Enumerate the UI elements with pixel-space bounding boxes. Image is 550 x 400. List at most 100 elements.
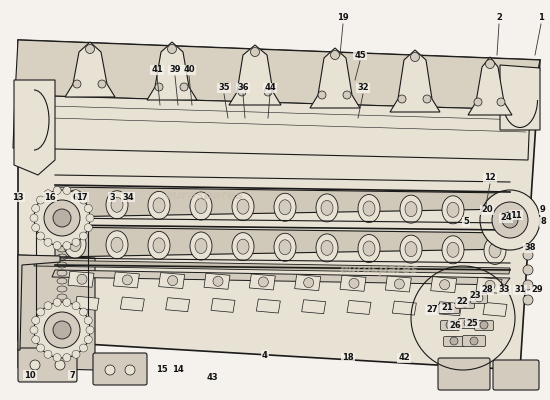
Polygon shape (52, 270, 510, 285)
Ellipse shape (484, 196, 506, 224)
Circle shape (77, 274, 87, 284)
Circle shape (304, 278, 313, 288)
Circle shape (44, 350, 52, 358)
Polygon shape (438, 302, 461, 316)
Circle shape (125, 365, 135, 375)
Circle shape (63, 354, 71, 362)
Ellipse shape (190, 192, 212, 220)
Ellipse shape (321, 200, 333, 216)
Text: 29: 29 (531, 286, 543, 294)
Text: 18: 18 (342, 354, 354, 362)
Polygon shape (483, 302, 507, 316)
Polygon shape (390, 50, 440, 112)
Text: 5: 5 (463, 218, 469, 226)
Polygon shape (386, 276, 411, 292)
Ellipse shape (148, 231, 170, 259)
Circle shape (44, 200, 80, 236)
Circle shape (84, 224, 92, 232)
Ellipse shape (316, 234, 338, 262)
Polygon shape (55, 187, 510, 217)
Text: 13: 13 (12, 192, 24, 202)
Ellipse shape (279, 240, 291, 255)
Circle shape (423, 95, 431, 103)
Circle shape (213, 276, 223, 286)
Text: 8: 8 (540, 218, 546, 226)
Ellipse shape (321, 240, 333, 256)
Circle shape (79, 232, 87, 240)
FancyBboxPatch shape (441, 320, 459, 330)
Circle shape (523, 280, 533, 290)
Circle shape (258, 277, 268, 287)
Ellipse shape (363, 241, 375, 256)
Circle shape (398, 95, 406, 103)
Text: 42: 42 (398, 354, 410, 362)
Circle shape (44, 312, 80, 348)
Circle shape (250, 48, 260, 56)
Ellipse shape (64, 230, 86, 258)
Circle shape (238, 88, 246, 96)
Ellipse shape (232, 233, 254, 261)
Circle shape (34, 190, 90, 246)
Circle shape (122, 275, 133, 285)
Circle shape (480, 190, 540, 250)
Circle shape (497, 98, 505, 106)
Text: 2: 2 (496, 14, 502, 22)
Circle shape (73, 80, 81, 88)
Circle shape (53, 186, 61, 194)
Ellipse shape (64, 190, 86, 218)
Circle shape (30, 360, 40, 370)
FancyBboxPatch shape (493, 360, 539, 390)
Circle shape (72, 238, 80, 246)
Polygon shape (18, 40, 540, 370)
Circle shape (30, 326, 38, 334)
FancyBboxPatch shape (463, 336, 486, 346)
Text: 26: 26 (449, 320, 461, 330)
Circle shape (410, 52, 420, 62)
Ellipse shape (442, 236, 464, 264)
Circle shape (36, 308, 45, 316)
Circle shape (264, 88, 272, 96)
Text: 17: 17 (76, 192, 88, 202)
Circle shape (79, 344, 87, 352)
Circle shape (44, 238, 52, 246)
Circle shape (492, 202, 528, 238)
Text: 32: 32 (357, 84, 369, 92)
FancyBboxPatch shape (455, 298, 475, 308)
Ellipse shape (405, 202, 417, 217)
Ellipse shape (363, 201, 375, 216)
Circle shape (36, 344, 45, 352)
Ellipse shape (484, 236, 506, 264)
Circle shape (79, 196, 87, 204)
Polygon shape (310, 48, 360, 108)
Ellipse shape (400, 235, 422, 263)
Polygon shape (249, 274, 276, 290)
Polygon shape (500, 65, 540, 130)
Circle shape (53, 242, 61, 250)
Polygon shape (229, 45, 281, 105)
Polygon shape (18, 255, 95, 370)
Ellipse shape (69, 237, 81, 252)
Circle shape (394, 279, 404, 289)
Ellipse shape (274, 193, 296, 221)
Polygon shape (256, 299, 280, 313)
Ellipse shape (190, 232, 212, 260)
Text: 10: 10 (24, 370, 36, 380)
Text: 33: 33 (498, 286, 510, 294)
Text: 9: 9 (540, 206, 546, 214)
Text: 7: 7 (69, 370, 75, 380)
Ellipse shape (148, 191, 170, 219)
Circle shape (86, 326, 94, 334)
Polygon shape (295, 275, 321, 291)
Circle shape (318, 91, 326, 99)
Ellipse shape (111, 197, 123, 212)
Text: 15: 15 (156, 366, 168, 374)
Ellipse shape (279, 200, 291, 215)
Text: 3: 3 (109, 192, 115, 202)
Text: 16: 16 (44, 192, 56, 202)
Ellipse shape (111, 237, 123, 252)
Text: 34: 34 (122, 192, 134, 202)
Circle shape (461, 299, 469, 307)
Circle shape (475, 294, 483, 302)
Polygon shape (204, 273, 230, 289)
Ellipse shape (69, 197, 81, 212)
